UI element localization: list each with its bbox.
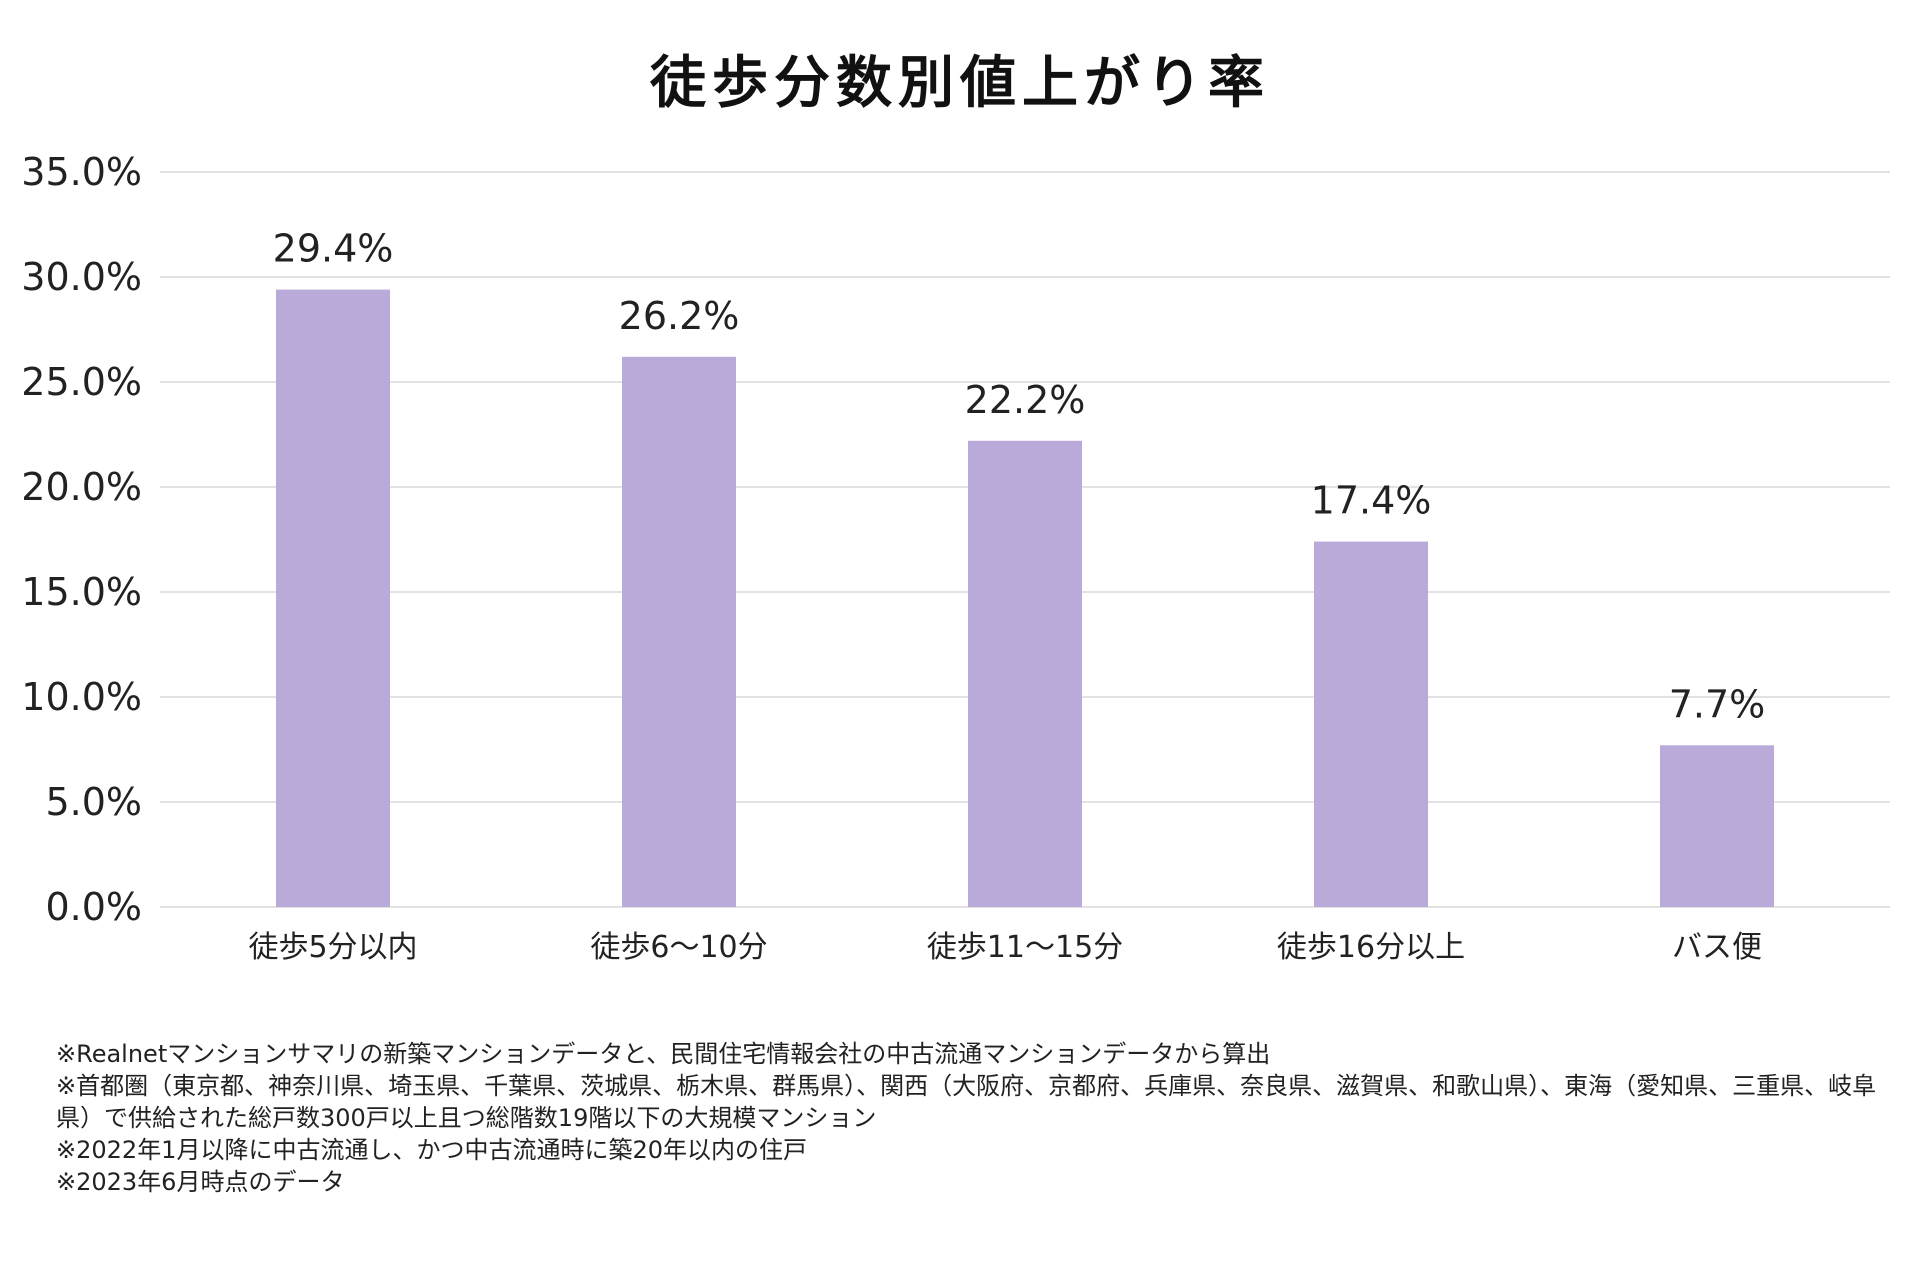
x-category-label: バス便 bbox=[1672, 930, 1762, 965]
bar-chart: 0.0% 5.0% 10.0% 15.0% 20.0% 25.0% 30.0% 35.0% 2… bbox=[21, 150, 1890, 965]
x-category-label: 徒歩6〜10分 bbox=[590, 930, 767, 965]
x-category-label: 徒歩11〜15分 bbox=[927, 930, 1123, 965]
footnote: ※2023年6月時点のデータ bbox=[56, 1168, 345, 1196]
data-label: 26.2% bbox=[619, 294, 740, 338]
bar bbox=[1314, 541, 1428, 907]
bar bbox=[968, 440, 1082, 907]
y-tick-label: 5.0% bbox=[45, 780, 142, 824]
data-labels: 29.4% 26.2% 22.2% 17.4% 7.7% bbox=[273, 227, 1766, 727]
footnote: ※首都圏（東京都、神奈川県、埼玉県、千葉県、茨城県、栃木県、群馬県）、関西（大阪… bbox=[56, 1072, 1877, 1132]
y-tick-label: 20.0% bbox=[21, 465, 142, 509]
footnote: ※2022年1月以降に中古流通し、かつ中古流通時に築20年以内の住戸 bbox=[56, 1136, 807, 1164]
y-axis-ticks: 0.0% 5.0% 10.0% 15.0% 20.0% 25.0% 30.0% 35.0% bbox=[21, 150, 142, 929]
y-tick-label: 0.0% bbox=[45, 885, 142, 929]
x-axis-categories: 徒歩5分以内 徒歩6〜10分 徒歩11〜15分 徒歩16分以上 バス便 bbox=[248, 930, 1762, 965]
x-category-label: 徒歩16分以上 bbox=[1277, 930, 1465, 965]
x-category-label: 徒歩5分以内 bbox=[248, 930, 417, 965]
chart-title: 徒歩分数別値上がり率 bbox=[650, 51, 1270, 116]
footnotes: ※Realnetマンションサマリの新築マンションデータと、民間住宅情報会社の中古… bbox=[56, 1038, 1886, 1198]
data-label: 17.4% bbox=[1311, 479, 1432, 523]
y-tick-label: 30.0% bbox=[21, 255, 142, 299]
bar bbox=[622, 356, 736, 907]
y-tick-label: 25.0% bbox=[21, 360, 142, 404]
y-tick-label: 35.0% bbox=[21, 150, 142, 194]
bars bbox=[276, 289, 1774, 908]
bar bbox=[1660, 745, 1774, 907]
data-label: 22.2% bbox=[965, 378, 1086, 422]
data-label: 7.7% bbox=[1669, 682, 1766, 726]
y-tick-label: 15.0% bbox=[21, 570, 142, 614]
data-label: 29.4% bbox=[273, 227, 394, 271]
bar bbox=[276, 289, 390, 908]
y-tick-label: 10.0% bbox=[21, 675, 142, 719]
footnote: ※Realnetマンションサマリの新築マンションデータと、民間住宅情報会社の中古… bbox=[56, 1040, 1271, 1068]
